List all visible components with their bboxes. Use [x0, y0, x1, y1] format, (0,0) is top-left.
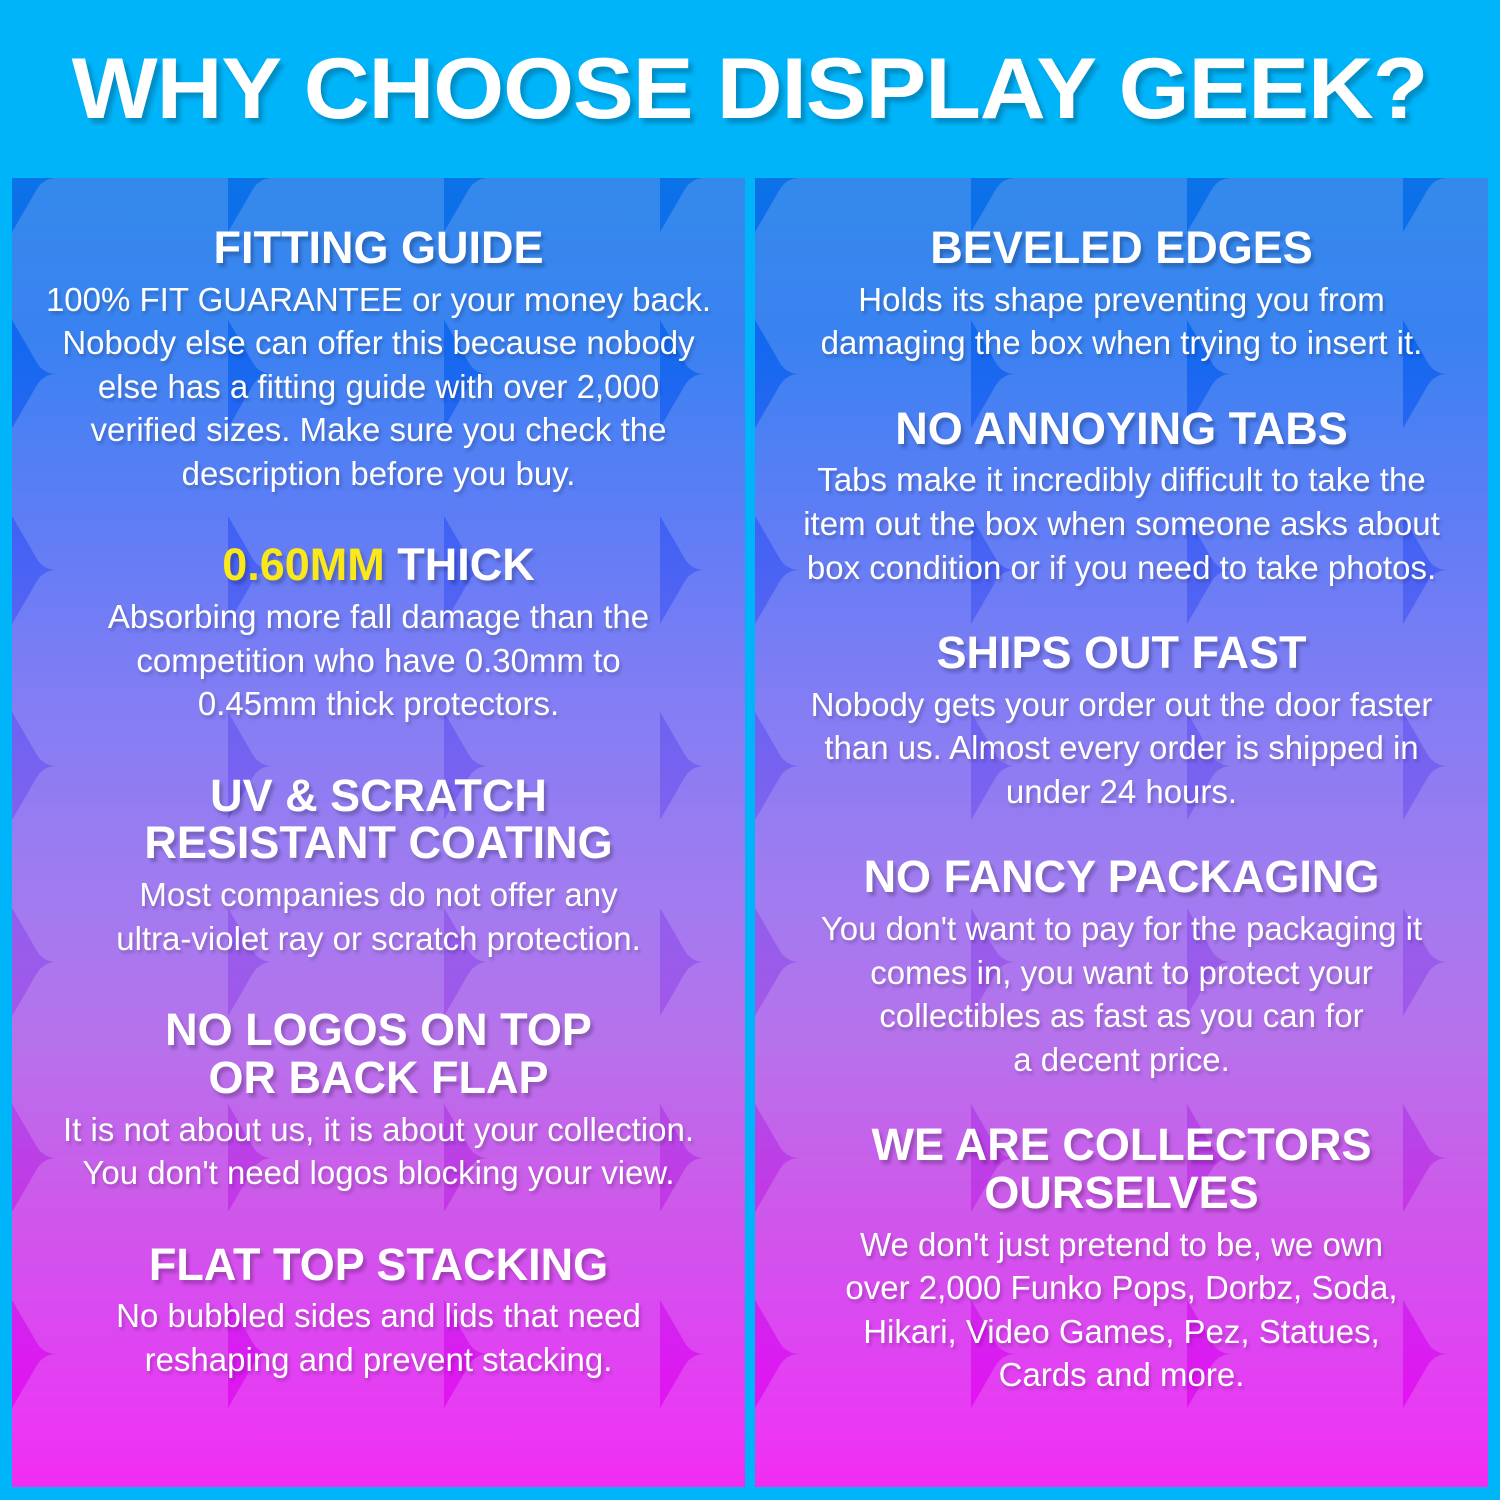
feature-body: You don't want to pay for the packaging …: [820, 910, 1423, 1078]
page-title: WHY CHOOSE DISPLAY GEEK?: [72, 41, 1429, 137]
right-feature-panel: BEVELED EDGES Holds its shape preventing…: [755, 178, 1488, 1487]
feature-heading: UV & SCRATCH RESISTANT COATING: [144, 769, 613, 869]
right-panel-content: BEVELED EDGES Holds its shape preventing…: [773, 194, 1470, 1487]
feature-uv-scratch-coating: UV & SCRATCH RESISTANT COATING Most comp…: [30, 769, 727, 960]
feature-heading: NO ANNOYING TABS: [895, 402, 1348, 454]
feature-flat-top-stacking: FLAT TOP STACKING No bubbled sides and l…: [30, 1238, 727, 1382]
feature-body: We don't just pretend to be, we own over…: [845, 1225, 1398, 1394]
feature-heading: BEVELED EDGES: [930, 222, 1313, 273]
feature-we-are-collectors: WE ARE COLLECTORS OURSELVES We don't jus…: [773, 1121, 1470, 1397]
feature-heading: WE ARE COLLECTORS OURSELVES: [871, 1119, 1372, 1218]
header-band: WHY CHOOSE DISPLAY GEEK?: [0, 0, 1500, 178]
feature-body: No bubbled sides and lids that need resh…: [116, 1297, 641, 1378]
feature-body: 100% FIT GUARANTEE or your money back. N…: [45, 280, 712, 492]
feature-body: Most companies do not offer any ultra-vi…: [116, 876, 641, 957]
feature-ships-out-fast: SHIPS OUT FAST Nobody gets your order ou…: [773, 629, 1470, 813]
feature-heading: SHIPS OUT FAST: [936, 627, 1307, 679]
feature-body: It is not about us, it is about your col…: [62, 1110, 694, 1192]
feature-heading: 0.60MM THICK: [30, 541, 727, 589]
feature-fitting-guide: FITTING GUIDE 100% FIT GUARANTEE or your…: [30, 224, 727, 495]
feature-no-annoying-tabs: NO ANNOYING TABS Tabs make it incredibly…: [773, 405, 1470, 589]
feature-thickness: 0.60MM THICK Absorbing more fall damage …: [30, 541, 727, 725]
thickness-highlight: 0.60MM: [222, 539, 385, 591]
left-feature-panel: FITTING GUIDE 100% FIT GUARANTEE or your…: [12, 178, 745, 1487]
feature-heading: FLAT TOP STACKING: [148, 1238, 609, 1290]
feature-body: Tabs make it incredibly difficult to tak…: [803, 461, 1440, 586]
feature-no-fancy-packaging: NO FANCY PACKAGING You don't want to pay…: [773, 853, 1470, 1081]
panel-container: FITTING GUIDE 100% FIT GUARANTEE or your…: [12, 178, 1488, 1487]
feature-heading: NO FANCY PACKAGING: [863, 851, 1380, 903]
feature-heading: NO LOGOS ON TOP OR BACK FLAP: [165, 1004, 592, 1103]
feature-beveled-edges: BEVELED EDGES Holds its shape preventing…: [773, 224, 1470, 365]
left-panel-content: FITTING GUIDE 100% FIT GUARANTEE or your…: [30, 194, 727, 1487]
feature-body: Holds its shape preventing you from dama…: [820, 280, 1423, 362]
feature-body: Absorbing more fall damage than the comp…: [107, 598, 650, 723]
feature-heading: FITTING GUIDE: [213, 222, 544, 273]
feature-no-logos: NO LOGOS ON TOP OR BACK FLAP It is not a…: [30, 1006, 727, 1194]
thickness-rest: THICK: [384, 539, 535, 591]
feature-body: Nobody gets your order out the door fast…: [810, 685, 1433, 810]
